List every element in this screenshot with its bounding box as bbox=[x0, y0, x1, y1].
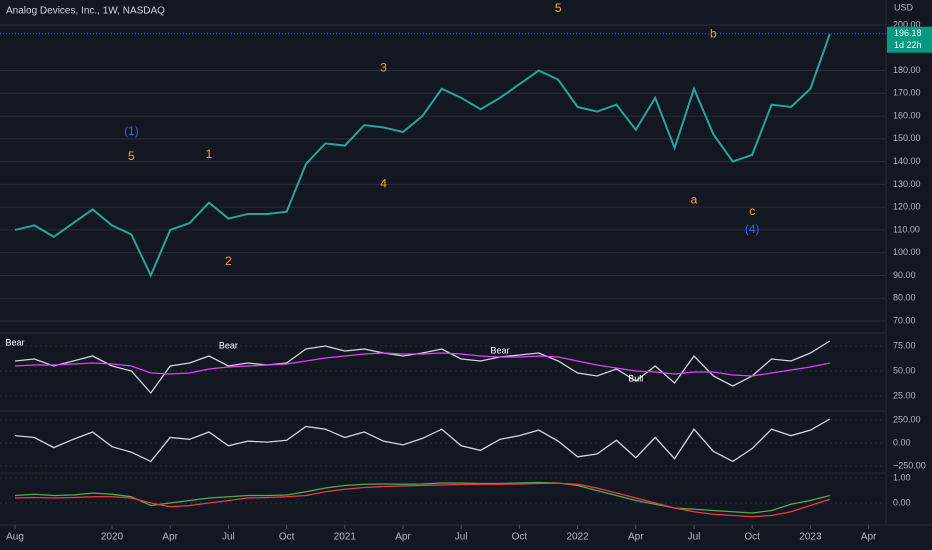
x-tick-label: Jul bbox=[222, 532, 235, 543]
y-tick-label: 130.00 bbox=[893, 179, 921, 189]
y-tick-label: 75.00 bbox=[893, 340, 916, 350]
annotation: Bear bbox=[5, 337, 24, 347]
y-tick-label: 110.00 bbox=[893, 224, 920, 234]
series-line bbox=[14, 340, 831, 395]
y-tick-label: 80.00 bbox=[893, 293, 916, 303]
x-tick-label: Apr bbox=[162, 532, 178, 543]
y-tick-label: 150.00 bbox=[893, 133, 921, 143]
countdown: 1d 22h bbox=[894, 40, 922, 50]
x-tick-label: 2021 bbox=[334, 532, 357, 543]
y-tick-label: 50.00 bbox=[893, 365, 916, 375]
annotation: 2 bbox=[225, 254, 232, 268]
annotation: Bear bbox=[490, 345, 509, 355]
annotation: a bbox=[691, 193, 698, 207]
x-tick-label: Apr bbox=[395, 532, 411, 543]
annotation: 4 bbox=[380, 177, 387, 191]
y-tick-label: 70.00 bbox=[893, 315, 916, 325]
annotation: 5 bbox=[128, 149, 135, 163]
chart-title: Analog Devices, Inc., 1W, NASDAQ bbox=[6, 6, 165, 17]
x-tick-label: 2020 bbox=[101, 532, 124, 543]
x-tick-label: Apr bbox=[628, 532, 644, 543]
annotation: 5 bbox=[555, 1, 562, 15]
annotation: Bull bbox=[628, 373, 643, 383]
y-tick-label: 170.00 bbox=[893, 88, 921, 98]
currency: USD bbox=[894, 2, 914, 12]
x-tick-label: Oct bbox=[279, 532, 295, 543]
last-price-box bbox=[887, 26, 932, 53]
annotation: 3 bbox=[380, 60, 387, 74]
x-tick-label: 2022 bbox=[566, 532, 589, 543]
y-tick-label: 120.00 bbox=[893, 202, 921, 212]
series-line bbox=[14, 482, 830, 518]
annotation: Bear bbox=[219, 340, 238, 350]
y-tick-label: 180.00 bbox=[893, 65, 921, 75]
y-tick-label: 200.00 bbox=[893, 19, 921, 29]
x-tick-label: Jul bbox=[688, 532, 701, 543]
annotation: c bbox=[749, 204, 755, 218]
x-tick-label: 2023 bbox=[799, 532, 822, 543]
annotation: b bbox=[710, 26, 717, 40]
annotation: 1 bbox=[206, 147, 213, 161]
y-tick-label: 25.00 bbox=[893, 390, 916, 400]
y-tick-label: 250.00 bbox=[893, 414, 921, 424]
series-line bbox=[14, 418, 831, 463]
y-tick-label: 0.00 bbox=[893, 437, 911, 447]
y-tick-label: 160.00 bbox=[893, 110, 921, 120]
y-tick-label: 100.00 bbox=[893, 247, 921, 257]
series-line bbox=[14, 352, 830, 377]
y-tick-label: 90.00 bbox=[893, 270, 916, 280]
last-price: 196.18 bbox=[894, 28, 922, 38]
x-tick-label: Jul bbox=[455, 532, 468, 543]
y-tick-label: −250.00 bbox=[893, 460, 926, 470]
annotation: (4) bbox=[745, 222, 760, 236]
series-line bbox=[14, 33, 831, 278]
y-tick-label: 0.00 bbox=[893, 497, 911, 507]
y-tick-label: 140.00 bbox=[893, 156, 921, 166]
x-tick-label: Aug bbox=[6, 532, 24, 543]
x-tick-label: Apr bbox=[861, 532, 877, 543]
annotation: (1) bbox=[124, 124, 139, 138]
x-tick-label: Oct bbox=[744, 532, 760, 543]
y-tick-label: 1.00 bbox=[893, 472, 911, 482]
series-line bbox=[14, 481, 830, 514]
x-tick-label: Oct bbox=[512, 532, 528, 543]
